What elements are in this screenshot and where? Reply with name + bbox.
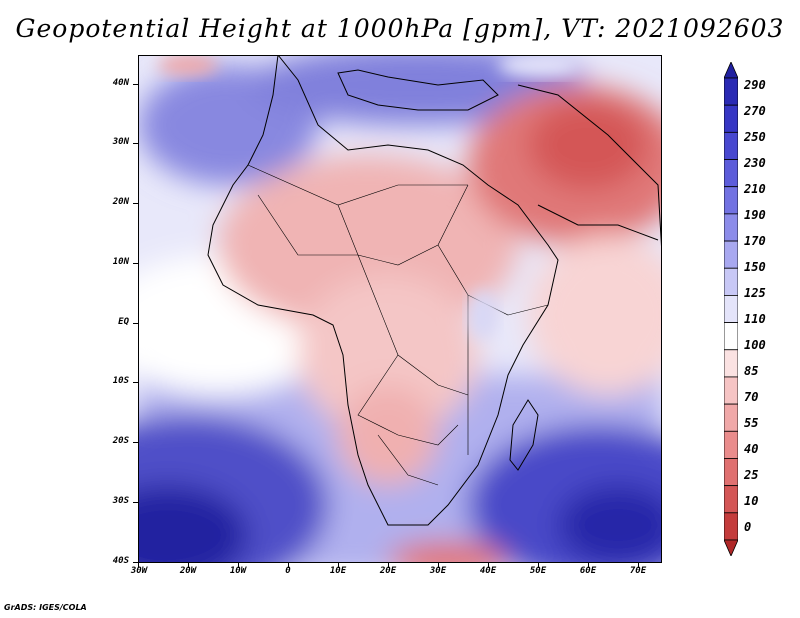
lon-label: 50E [529, 566, 547, 576]
lat-tick [133, 263, 138, 264]
lon-tick [138, 563, 139, 568]
lat-label: 30S [112, 496, 129, 506]
east-africa-highland [468, 290, 498, 340]
colorbar-label: 210 [744, 182, 766, 196]
lat-tick [133, 562, 138, 563]
colorbar-label: 110 [744, 312, 766, 326]
lon-tick [488, 563, 489, 568]
colorbar-segment [724, 349, 738, 378]
colorbar-segment [724, 322, 738, 351]
lon-label: 30E [429, 566, 447, 576]
colorbar-label: 55 [744, 416, 759, 430]
colorbar-segment [724, 539, 738, 556]
lon-label: 20W [179, 566, 197, 576]
lon-label: 20E [379, 566, 397, 576]
lon-tick [338, 563, 339, 568]
lat-label: 20N [112, 197, 129, 207]
lon-tick [288, 563, 289, 568]
colorbar-label: 190 [744, 208, 766, 222]
lon-label: 40E [479, 566, 497, 576]
colorbar-segment [724, 186, 738, 215]
colorbar-label: 100 [744, 338, 766, 352]
lat-tick [133, 84, 138, 85]
lon-tick [438, 563, 439, 568]
colorbar-segment [724, 213, 738, 242]
colorbar-label: 125 [744, 286, 766, 300]
lon-tick [388, 563, 389, 568]
lon-label: 10W [229, 566, 247, 576]
lat-label: EQ [118, 317, 129, 327]
lat-label: 20S [112, 436, 129, 446]
colorbar-segment [724, 295, 738, 323]
lon-tick [538, 563, 539, 568]
colorbar-segment [724, 77, 738, 106]
lat-tick [133, 143, 138, 144]
colorbar-segment [724, 267, 738, 296]
lat-tick [133, 203, 138, 204]
colorbar-label: 0 [744, 520, 752, 534]
lon-tick [638, 563, 639, 568]
colorbar-label: 25 [744, 468, 759, 482]
colorbar-segment [724, 485, 738, 514]
colorbar-segment [724, 458, 738, 487]
lon-label: 70E [629, 566, 647, 576]
lat-tick [133, 382, 138, 383]
lat-tick [133, 442, 138, 443]
lon-label: 0 [285, 566, 291, 576]
colorbar-segment [724, 403, 738, 432]
lon-label: 10E [329, 566, 347, 576]
lat-tick [133, 323, 138, 324]
lat-label: 10N [112, 257, 129, 267]
colorbar-segment [724, 512, 738, 541]
colorbar-segment [724, 240, 738, 269]
lat-label: 30N [112, 137, 129, 147]
colorbar-label: 170 [744, 234, 766, 248]
lat-label: 10S [112, 376, 129, 386]
lon-tick [188, 563, 189, 568]
colorbar-label: 40 [744, 442, 759, 456]
lon-tick [588, 563, 589, 568]
credit-label: GrADS: IGES/COLA [4, 603, 87, 612]
lat-label: 40S [112, 556, 129, 566]
colorbar-segment [724, 376, 738, 405]
map-title: Geopotential Height at 1000hPa [gpm], VT… [15, 14, 785, 43]
coastlines [207, 55, 662, 526]
colorbar [724, 62, 738, 556]
colorbar-label: 10 [744, 494, 759, 508]
colorbar-label: 150 [744, 260, 766, 274]
colorbar-segments [724, 62, 738, 556]
colorbar-segment [724, 104, 738, 133]
colorbar-segment [724, 62, 738, 79]
colorbar-segment [724, 159, 738, 188]
colorbar-label: 250 [744, 130, 766, 144]
colorbar-label: 290 [744, 78, 766, 92]
colorbar-segment [724, 131, 738, 160]
colorbar-label: 270 [744, 104, 766, 118]
lat-tick [133, 502, 138, 503]
lon-label: 60E [579, 566, 597, 576]
geopotential-height-map [138, 55, 662, 563]
colorbar-segment [724, 430, 738, 459]
colorbar-label: 230 [744, 156, 766, 170]
height-field-detail [158, 55, 578, 77]
lat-label: 40N [112, 78, 129, 88]
colorbar-label: 70 [744, 390, 759, 404]
map-plot-area [138, 55, 662, 563]
lon-tick [238, 563, 239, 568]
lon-label: 30W [130, 566, 148, 576]
colorbar-label: 85 [744, 364, 759, 378]
